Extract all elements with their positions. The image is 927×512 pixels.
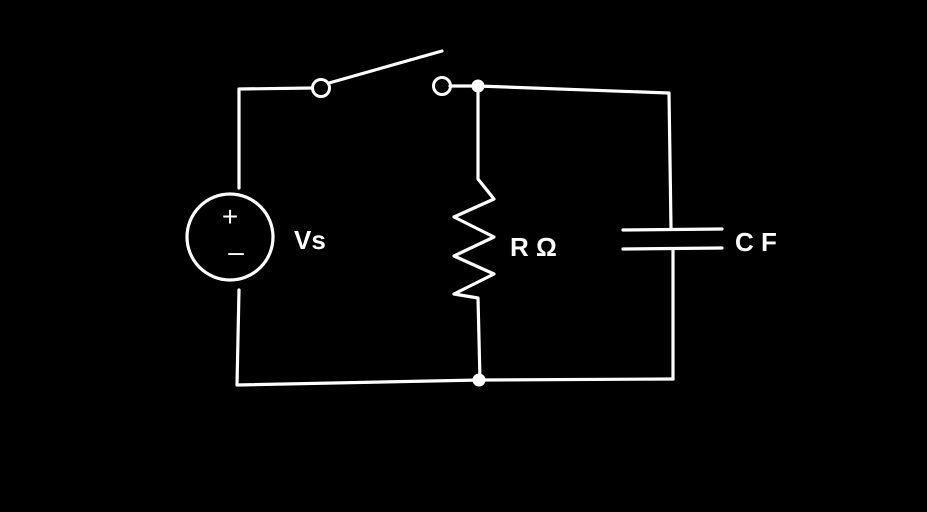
switch [311, 49, 452, 98]
resistor-label: R Ω [510, 232, 557, 262]
voltage-source: + – [185, 192, 275, 282]
capacitor [621, 227, 724, 381]
minus-sign: – [228, 236, 244, 267]
switch-blade [327, 49, 444, 85]
capacitor-label: C F [735, 227, 777, 257]
source-label: Vs [294, 225, 326, 255]
wire-bottom [235, 288, 675, 387]
junction-bottom [472, 373, 486, 387]
switch-left-terminal [311, 78, 331, 98]
wire-top-left [237, 86, 315, 190]
wire-top-right [448, 84, 673, 230]
voltage-source-circle [185, 192, 275, 282]
switch-right-terminal [432, 76, 452, 96]
plus-sign: + [222, 201, 238, 232]
resistor [452, 84, 496, 382]
capacitor-plate-top [621, 227, 724, 232]
